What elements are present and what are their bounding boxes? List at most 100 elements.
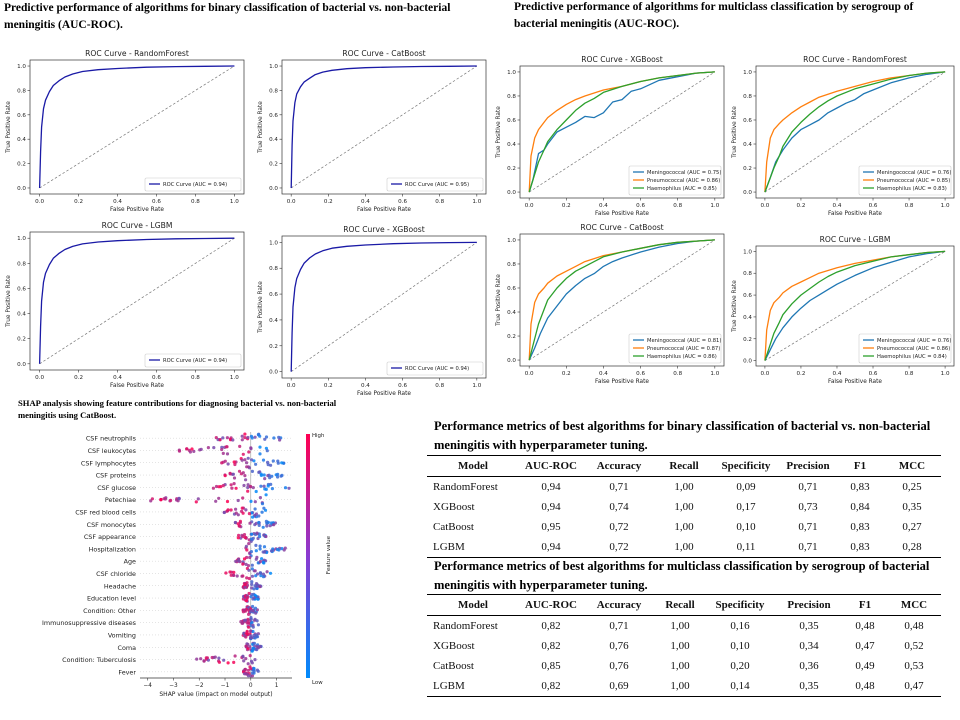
roc-curve-line (290, 65, 477, 189)
shap-point (244, 599, 249, 603)
shap-point (241, 621, 245, 625)
metric-cell: 0,16 (730, 620, 750, 632)
shap-point (253, 435, 257, 439)
roc-curve-line (764, 71, 946, 193)
legend-entry: Meningococcal (AUC = 0.76) (877, 338, 951, 344)
feature-label: Petechiae (105, 496, 136, 504)
metric-cell: 0,36 (799, 660, 819, 672)
y-tick-label: 0.0 (269, 186, 278, 192)
table-header-row: Model AUC-ROC Accuracy Recall Specificity Pre… (427, 594, 941, 616)
shap-point (244, 562, 248, 566)
metric-cell: 0,10 (730, 640, 750, 652)
shap-point (241, 471, 245, 475)
model-name-cell: RandomForest (433, 481, 498, 493)
shap-point (256, 669, 260, 673)
roc-chart-multiclass-xgboost: ROC Curve - XGBoost 0.0 0.2 0.4 0.6 0.8 1.0 0.0… (496, 55, 725, 217)
feature-label: CSF monocytes (87, 521, 137, 529)
x-tick-label: 1.0 (710, 203, 719, 209)
shap-point (248, 555, 252, 560)
shap-point (260, 557, 264, 561)
x-tick-label: 0.6 (152, 375, 161, 381)
shap-point (259, 484, 263, 488)
x-tick-label: 0.4 (599, 371, 608, 377)
column-header: Recall (669, 460, 699, 472)
shap-point (283, 486, 288, 490)
y-tick-label: 0.6 (17, 113, 26, 119)
column-header: F1 (853, 460, 867, 472)
metric-cell: 0,71 (798, 521, 818, 533)
shap-point (241, 496, 245, 500)
shap-point (244, 508, 248, 512)
metric-cell: 0,20 (730, 660, 750, 672)
x-tick-label: 0.4 (833, 371, 842, 377)
shap-point (259, 574, 263, 578)
shap-point (228, 472, 232, 476)
y-tick-label: 0.4 (269, 137, 278, 143)
shap-point (245, 629, 249, 633)
shap-point (243, 582, 247, 587)
shap-point (246, 489, 250, 493)
shap-point (202, 659, 206, 663)
feature-label: CSF chloride (96, 570, 136, 578)
y-tick-label: 1.0 (269, 240, 278, 246)
x-tick-label: 0.6 (398, 383, 407, 389)
shap-point (260, 510, 264, 514)
shap-point (249, 434, 253, 438)
shap-point (229, 573, 233, 577)
shap-point (269, 482, 273, 486)
shap-point (244, 644, 248, 648)
shap-point (258, 585, 262, 589)
shap-point (248, 521, 252, 525)
chance-diagonal (290, 242, 478, 372)
shap-point (270, 487, 274, 491)
legend-entry: Pneumococcal (AUC = 0.86) (647, 178, 720, 184)
shap-point (262, 484, 266, 488)
metric-cell: 0,94 (541, 501, 561, 513)
metric-cell: 0,48 (855, 620, 875, 632)
shap-point (163, 497, 167, 501)
shap-point (257, 514, 261, 518)
shap-point (221, 484, 225, 488)
shap-point (217, 656, 221, 660)
shap-point (231, 472, 235, 476)
metric-cell: 0,28 (902, 541, 922, 553)
shap-point (177, 497, 181, 501)
shap-point (253, 569, 257, 573)
shap-point (254, 521, 258, 525)
y-tick-label: 1.0 (17, 64, 26, 70)
feature-label: Age (124, 558, 136, 566)
colorbar-high-label: High (312, 433, 324, 439)
x-tick-label: 1.0 (230, 199, 239, 205)
shap-point (249, 616, 253, 620)
shap-point (236, 536, 240, 540)
shap-point (218, 438, 222, 442)
model-name-cell: LGBM (433, 680, 465, 692)
y-tick-label: 0.6 (507, 286, 516, 292)
feature-label: CSF lymphocytes (81, 459, 137, 467)
shap-point (224, 445, 228, 449)
metric-cell: 0,47 (855, 640, 875, 652)
roc-curve-line (528, 71, 715, 193)
plot-frame (281, 59, 487, 195)
feature-label: Immunosuppressive diseases (42, 619, 137, 627)
shap-point (248, 645, 252, 649)
metric-cell: 0,72 (609, 541, 629, 553)
metric-cell: 0,35 (799, 680, 819, 692)
shap-point (287, 486, 291, 490)
shap-point (237, 533, 241, 537)
shap-point (243, 585, 247, 589)
shap-point (258, 452, 262, 456)
table-row: XGBoost 0,94 0,74 1,00 0,17 0,73 0,84 0,35 (427, 497, 941, 517)
shap-point (269, 463, 273, 467)
metric-cell: 1,00 (670, 620, 690, 632)
chance-diagonal (764, 71, 946, 193)
column-header: Accuracy (596, 599, 642, 611)
shap-point (244, 657, 248, 661)
shap-point (190, 447, 194, 451)
shap-point (266, 460, 270, 464)
shap-point (249, 539, 253, 543)
y-tick-label: 1.0 (743, 249, 752, 255)
legend-entry: Haemophilus (AUC = 0.83) (877, 186, 947, 192)
y-tick-label: 0.4 (743, 315, 752, 321)
shap-point (238, 519, 242, 523)
